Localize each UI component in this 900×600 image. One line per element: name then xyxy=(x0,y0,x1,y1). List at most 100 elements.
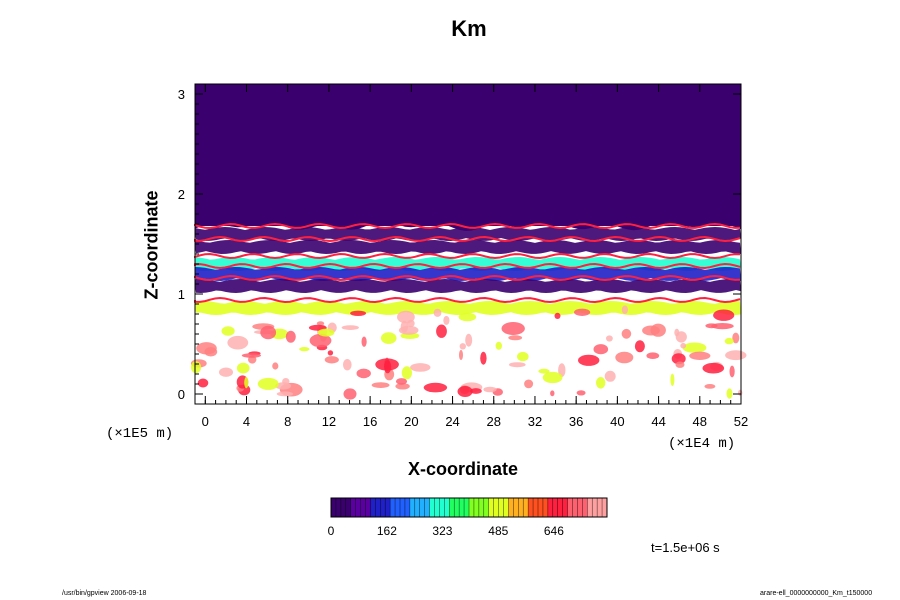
turbulence-blob xyxy=(538,368,550,374)
footer-left: /usr/bin/gpview 2006-09-18 xyxy=(62,590,147,597)
colorbar-swatch xyxy=(350,498,356,517)
colorbar-tick-label: 323 xyxy=(432,524,452,538)
turbulence-blob xyxy=(517,351,529,362)
colorbar-swatch xyxy=(478,498,485,517)
turbulence-blob xyxy=(327,350,334,356)
colorbar-swatch xyxy=(375,498,381,517)
turbulence-blob xyxy=(272,362,279,370)
turbulence-blob xyxy=(675,331,687,343)
turbulence-blob xyxy=(675,361,685,368)
x-tick-label: 40 xyxy=(610,414,624,429)
colorbar-tick-label: 646 xyxy=(544,524,564,538)
turbulence-blob xyxy=(299,347,310,352)
colorbar-swatch xyxy=(483,498,490,517)
x-axis-label: X-coordinate xyxy=(408,459,519,479)
x-tick-label: 24 xyxy=(445,414,459,429)
turbulence-blob xyxy=(317,328,335,337)
x-tick-label: 4 xyxy=(243,414,250,429)
turbulence-blob xyxy=(458,312,477,322)
turbulence-blob xyxy=(433,308,442,317)
turbulence-blob xyxy=(576,390,586,396)
turbulence-blob xyxy=(221,326,235,336)
turbulence-blob xyxy=(642,325,660,336)
colorbar-swatch xyxy=(503,498,509,517)
turbulence-blob xyxy=(480,351,487,365)
colorbar-tick-label: 0 xyxy=(328,524,335,538)
turbulence-blob xyxy=(241,353,261,358)
turbulence-blob xyxy=(465,333,473,347)
turbulence-blob xyxy=(244,376,249,389)
turbulence-blob xyxy=(395,378,408,385)
colorbar-swatch xyxy=(602,498,608,517)
band-fringe xyxy=(194,274,741,282)
turbulent-band xyxy=(195,301,741,315)
turbulence-blob xyxy=(550,390,555,397)
colorbar-swatch xyxy=(439,498,445,517)
turbulence-blob xyxy=(219,367,233,377)
band-fringe xyxy=(194,222,741,230)
colorbar-swatch xyxy=(414,498,421,517)
turbulence-blob xyxy=(395,383,410,390)
turbulence-blob xyxy=(621,328,632,339)
colorbar-swatch xyxy=(340,498,347,517)
turbulence-blob xyxy=(257,377,279,390)
turbulence-blob xyxy=(371,382,390,388)
turbulence-blob xyxy=(343,388,357,400)
turbulence-blob xyxy=(508,335,523,341)
colorbar-swatch xyxy=(449,498,455,517)
turbulence-blob xyxy=(726,388,733,399)
upper-region-edge xyxy=(195,221,741,231)
turbulence-blob xyxy=(260,325,277,340)
turbulence-blob xyxy=(596,377,606,389)
colorbar-swatch xyxy=(335,498,342,517)
colorbar-swatch xyxy=(488,498,494,517)
band-fringe xyxy=(194,296,741,304)
colorbar-swatch xyxy=(444,498,450,517)
turbulence-blob xyxy=(436,324,447,338)
turbulence-blob xyxy=(634,340,645,353)
colorbar-swatch xyxy=(552,498,559,517)
colorbar-swatch xyxy=(473,498,480,517)
turbulence-blob xyxy=(495,341,502,350)
turbulence-blob xyxy=(459,343,466,350)
colorbar-swatch xyxy=(360,498,366,517)
colorbar-swatch xyxy=(547,498,554,517)
turbulence-blob xyxy=(689,351,711,360)
colorbar-swatch xyxy=(587,498,593,517)
turbulence-blob xyxy=(401,366,412,380)
turbulence-blob xyxy=(204,347,218,357)
turbulence-blob xyxy=(671,353,686,365)
turbulence-blob xyxy=(725,350,747,361)
turbulent-band xyxy=(195,227,741,241)
turbulence-blob xyxy=(501,322,525,335)
x-axis-unit: (×1E4 m) xyxy=(668,436,736,452)
y-tick-label: 0 xyxy=(178,387,185,402)
turbulence-blob xyxy=(197,378,209,388)
turbulence-blob xyxy=(361,336,367,347)
colorbar-swatch xyxy=(557,498,563,517)
colorbar-swatch xyxy=(380,498,386,517)
colorbar-tick-label: 485 xyxy=(488,524,508,538)
turbulence-blob xyxy=(276,391,294,397)
turbulent-band xyxy=(195,240,741,254)
turbulence-blob xyxy=(459,349,463,361)
colorbar-swatch xyxy=(419,498,425,517)
turbulence-blob xyxy=(380,332,397,344)
turbulence-blob xyxy=(457,386,473,397)
y-tick-label: 3 xyxy=(178,87,185,102)
colorbar-swatch xyxy=(542,498,549,517)
x-tick-label: 12 xyxy=(322,414,336,429)
x-tick-label: 48 xyxy=(693,414,707,429)
turbulence-blob xyxy=(724,337,734,345)
colorbar-swatch xyxy=(355,498,361,517)
turbulence-blob xyxy=(341,325,359,330)
colorbar-swatch xyxy=(365,498,371,517)
turbulence-blob xyxy=(236,362,250,374)
band-fringe xyxy=(194,252,741,260)
chart-title: Km xyxy=(451,16,487,41)
turbulence-blob xyxy=(397,310,415,324)
turbulence-blob xyxy=(604,370,616,382)
turbulence-blob xyxy=(423,382,448,393)
x-tick-label: 8 xyxy=(284,414,291,429)
